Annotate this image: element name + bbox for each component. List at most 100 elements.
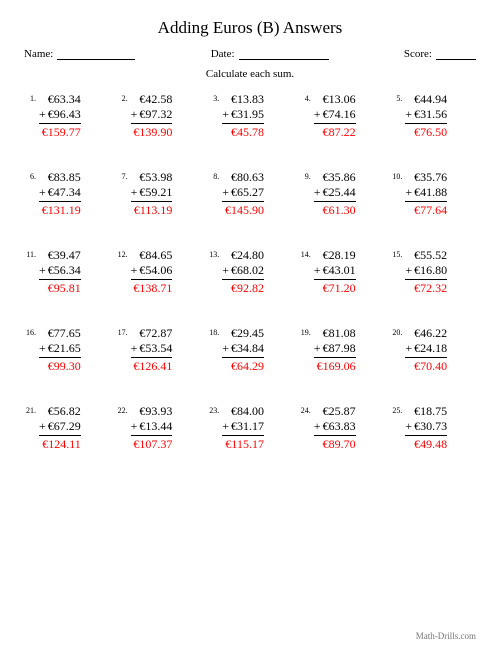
problem-body: €83.85+€47.34€131.19 (39, 170, 81, 218)
answer: €159.77 (39, 123, 81, 140)
problem-number: 14. (299, 248, 314, 259)
page-title: Adding Euros (B) Answers (24, 18, 476, 38)
problem: 3.€13.83+€31.95€45.78 (207, 92, 293, 140)
addend-top: €39.47 (39, 248, 81, 263)
plus-sign: + (222, 107, 231, 121)
addend-bottom-value: €63.83 (323, 419, 356, 433)
problem-body: €56.82+€67.29€124.11 (39, 404, 81, 452)
problem: 4.€13.06+€74.16€87.22 (299, 92, 385, 140)
worksheet-page: Adding Euros (B) Answers Name: Date: Sco… (0, 0, 500, 647)
answer: €126.41 (131, 357, 173, 374)
answer: €124.11 (39, 435, 81, 452)
addend-top: €29.45 (222, 326, 264, 341)
addend-bottom: +€97.32 (131, 107, 173, 122)
addend-bottom-value: €34.84 (231, 341, 264, 355)
addend-bottom: +€63.83 (314, 419, 356, 434)
problem-number: 21. (24, 404, 39, 415)
addend-bottom-value: €67.29 (48, 419, 81, 433)
addend-bottom: +€25.44 (314, 185, 356, 200)
answer: €99.30 (39, 357, 81, 374)
addend-top: €81.08 (314, 326, 356, 341)
name-field: Name: (24, 48, 135, 60)
answer: €139.90 (131, 123, 173, 140)
problem-number: 25. (390, 404, 405, 415)
problem-number: 10. (390, 170, 405, 181)
answer: €71.20 (314, 279, 356, 296)
addend-bottom: +€31.95 (222, 107, 264, 122)
plus-sign: + (405, 263, 414, 277)
answer: €95.81 (39, 279, 81, 296)
problem-number: 17. (116, 326, 131, 337)
problem-body: €18.75+€30.73€49.48 (405, 404, 447, 452)
addend-top: €46.22 (405, 326, 447, 341)
addend-top: €93.93 (131, 404, 173, 419)
problem: 6.€83.85+€47.34€131.19 (24, 170, 110, 218)
addend-bottom-value: €53.54 (139, 341, 172, 355)
problem: 8.€80.63+€65.27€145.90 (207, 170, 293, 218)
problem-body: €93.93+€13.44€107.37 (131, 404, 173, 452)
problem-number: 2. (116, 92, 131, 103)
problem-body: €72.87+€53.54€126.41 (131, 326, 173, 374)
instruction: Calculate each sum. (24, 68, 476, 80)
addend-bottom: +€96.43 (39, 107, 81, 122)
addend-bottom: +€24.18 (405, 341, 447, 356)
addend-top: €77.65 (39, 326, 81, 341)
addend-bottom-value: €24.18 (414, 341, 447, 355)
problem: 2.€42.58+€97.32€139.90 (116, 92, 202, 140)
problem-number: 4. (299, 92, 314, 103)
answer: €61.30 (314, 201, 356, 218)
addend-bottom-value: €54.06 (139, 263, 172, 277)
problem: 12.€84.65+€54.06€138.71 (116, 248, 202, 296)
plus-sign: + (222, 419, 231, 433)
answer: €76.50 (405, 123, 447, 140)
problem-number: 12. (116, 248, 131, 259)
addend-top: €84.65 (131, 248, 173, 263)
addend-top: €25.87 (314, 404, 356, 419)
problem: 1.€63.34+€96.43€159.77 (24, 92, 110, 140)
name-label: Name: (24, 48, 53, 60)
answer: €70.40 (405, 357, 447, 374)
addend-top: €18.75 (405, 404, 447, 419)
addend-bottom: +€56.34 (39, 263, 81, 278)
problem: 16.€77.65+€21.65€99.30 (24, 326, 110, 374)
addend-bottom-value: €43.01 (323, 263, 356, 277)
problem: 13.€24.80+€68.02€92.82 (207, 248, 293, 296)
problem-number: 1. (24, 92, 39, 103)
addend-bottom-value: €56.34 (48, 263, 81, 277)
plus-sign: + (314, 263, 323, 277)
addend-top: €56.82 (39, 404, 81, 419)
addend-bottom-value: €65.27 (231, 185, 264, 199)
problem: 11.€39.47+€56.34€95.81 (24, 248, 110, 296)
plus-sign: + (314, 185, 323, 199)
answer: €77.64 (405, 201, 447, 218)
addend-bottom-value: €96.43 (48, 107, 81, 121)
plus-sign: + (405, 185, 414, 199)
problem-body: €13.06+€74.16€87.22 (314, 92, 356, 140)
date-field: Date: (211, 48, 329, 60)
problem: 22.€93.93+€13.44€107.37 (116, 404, 202, 452)
addend-top: €53.98 (131, 170, 173, 185)
problem: 23.€84.00+€31.17€115.17 (207, 404, 293, 452)
problem-body: €25.87+€63.83€89.70 (314, 404, 356, 452)
problem-body: €35.76+€41.88€77.64 (405, 170, 447, 218)
date-label: Date: (211, 48, 235, 60)
problem: 25.€18.75+€30.73€49.48 (390, 404, 476, 452)
problem-body: €13.83+€31.95€45.78 (222, 92, 264, 140)
addend-bottom-value: €59.21 (139, 185, 172, 199)
problem-body: €84.00+€31.17€115.17 (222, 404, 264, 452)
answer: €92.82 (222, 279, 264, 296)
addend-bottom: +€67.29 (39, 419, 81, 434)
addend-bottom: +€34.84 (222, 341, 264, 356)
problem-number: 7. (116, 170, 131, 181)
addend-top: €24.80 (222, 248, 264, 263)
problem-body: €46.22+€24.18€70.40 (405, 326, 447, 374)
addend-bottom-value: €41.88 (414, 185, 447, 199)
problem: 15.€55.52+€16.80€72.32 (390, 248, 476, 296)
problem-body: €39.47+€56.34€95.81 (39, 248, 81, 296)
addend-bottom-value: €13.44 (139, 419, 172, 433)
score-label: Score: (404, 48, 432, 60)
addend-bottom-value: €47.34 (48, 185, 81, 199)
plus-sign: + (405, 341, 414, 355)
addend-top: €42.58 (131, 92, 173, 107)
addend-bottom-value: €31.17 (231, 419, 264, 433)
